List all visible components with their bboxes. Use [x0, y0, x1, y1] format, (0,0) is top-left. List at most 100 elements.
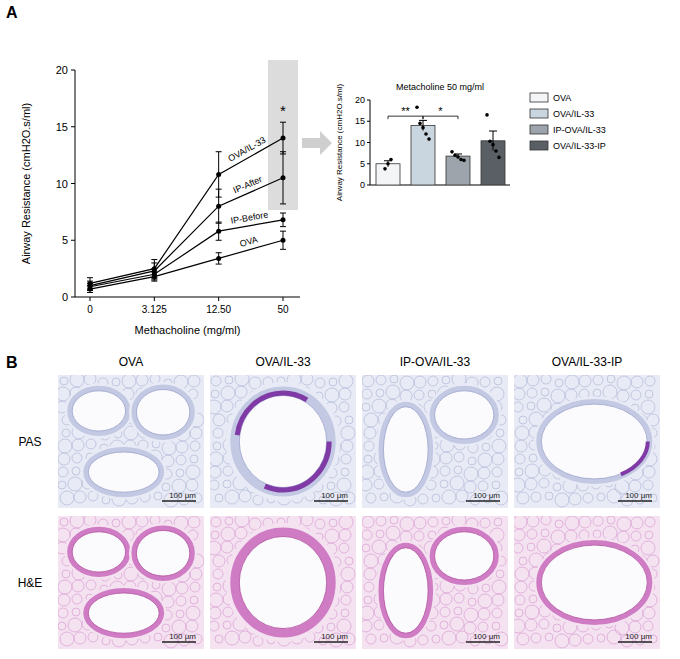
- alveolus: [364, 568, 376, 580]
- alveolus: [211, 517, 221, 527]
- error-bar: [454, 154, 462, 158]
- plot-area: [376, 105, 505, 185]
- x-tick-label: 50: [277, 304, 289, 315]
- alveolus: [213, 569, 223, 579]
- alveolus: [631, 390, 641, 400]
- airway-epithelium: [239, 395, 326, 487]
- data-point: [497, 156, 501, 160]
- column-header: OVA: [119, 355, 143, 369]
- alveolus: [414, 390, 424, 400]
- scale-bar: [314, 500, 348, 502]
- alveolus: [72, 439, 84, 451]
- alveolus: [215, 494, 223, 502]
- airway-surround: [226, 523, 340, 642]
- figure: AB0510152003.12512.5050Methacholine (mg/…: [0, 0, 680, 659]
- alveolus: [211, 531, 219, 539]
- alveolus: [210, 541, 221, 555]
- alveolus: [480, 518, 490, 528]
- series-label: IP-Before: [230, 209, 269, 225]
- alveolus: [545, 633, 553, 641]
- goblet-cells: [541, 404, 648, 480]
- alveolus: [527, 516, 539, 527]
- alveolus: [235, 516, 249, 527]
- alveolus: [58, 580, 72, 594]
- significance: **: [401, 105, 410, 117]
- alveolus: [176, 455, 186, 465]
- alveolus: [225, 517, 233, 525]
- x-tick-label: 0: [87, 304, 93, 315]
- y-tick: [71, 297, 75, 298]
- alveolus: [515, 454, 525, 464]
- alveolus: [555, 493, 569, 507]
- airway-epithelium: [435, 532, 494, 580]
- alveolus: [442, 490, 456, 504]
- alveolus: [176, 582, 188, 594]
- alveolus: [492, 608, 502, 618]
- alveolus: [190, 568, 202, 580]
- alveolus: [515, 581, 527, 593]
- alveolus: [72, 467, 80, 475]
- alveolus: [531, 492, 541, 502]
- alveolus: [122, 375, 136, 388]
- x-tick: [154, 297, 155, 301]
- alveolus: [386, 526, 400, 540]
- alveolus: [631, 531, 641, 541]
- alveolus: [341, 609, 349, 617]
- series-line: [90, 178, 283, 286]
- alveolus: [569, 634, 581, 646]
- alveolus: [213, 583, 221, 591]
- alveolus: [186, 620, 198, 632]
- airway-epithelium: [239, 536, 326, 628]
- alveolus: [210, 480, 219, 490]
- alveolus: [607, 375, 615, 383]
- alveolus: [514, 529, 525, 541]
- y-tick-label: 10: [56, 178, 68, 190]
- airway-wall: [539, 543, 650, 623]
- alveolus: [593, 530, 601, 538]
- alveolus: [514, 388, 525, 400]
- y-tick-label: 10: [355, 138, 365, 148]
- y-tick-label: 5: [360, 159, 365, 169]
- scale-bar-label: 100 μm: [169, 491, 196, 500]
- alveolus: [341, 426, 355, 440]
- alveolus: [223, 621, 231, 629]
- alveolus: [154, 492, 162, 500]
- alveolus: [494, 518, 502, 526]
- airway-wall: [432, 529, 496, 582]
- alveolus: [478, 622, 488, 632]
- marker: [281, 217, 286, 222]
- airway-epithelium: [136, 530, 189, 576]
- alveolus: [58, 467, 68, 477]
- row-label: PAS: [18, 435, 41, 449]
- alveolus: [176, 610, 184, 618]
- x-tick: [283, 297, 284, 301]
- alveolus: [380, 634, 388, 642]
- alveolus: [440, 452, 452, 464]
- airway-wall: [235, 532, 331, 633]
- alveolus: [418, 635, 428, 645]
- data-point: [389, 158, 393, 162]
- alveolus: [345, 416, 353, 424]
- alveolus: [211, 390, 219, 398]
- y-tick-label: 15: [56, 121, 68, 133]
- error-bar: [216, 189, 222, 223]
- tissue-background: [514, 516, 660, 649]
- alveolus: [58, 481, 66, 489]
- alveolus: [440, 607, 450, 617]
- airway-wall: [381, 404, 431, 494]
- data-point: [386, 162, 390, 166]
- alveolus: [641, 400, 655, 414]
- alveolus: [190, 582, 200, 592]
- y-axis-title: Airway Resistance (cmH2O.s/ml): [20, 103, 32, 264]
- alveolus: [565, 375, 579, 389]
- x-tick-label: 12.50: [206, 304, 231, 315]
- alveolus: [339, 388, 351, 400]
- alveolus: [122, 516, 136, 529]
- alveolus: [400, 517, 414, 531]
- alveolus: [539, 478, 549, 488]
- goblet-cells: [237, 393, 329, 490]
- alveolus: [62, 429, 70, 437]
- alveolus: [329, 519, 337, 527]
- histology-image: [210, 516, 356, 649]
- tissue-background: [58, 375, 204, 508]
